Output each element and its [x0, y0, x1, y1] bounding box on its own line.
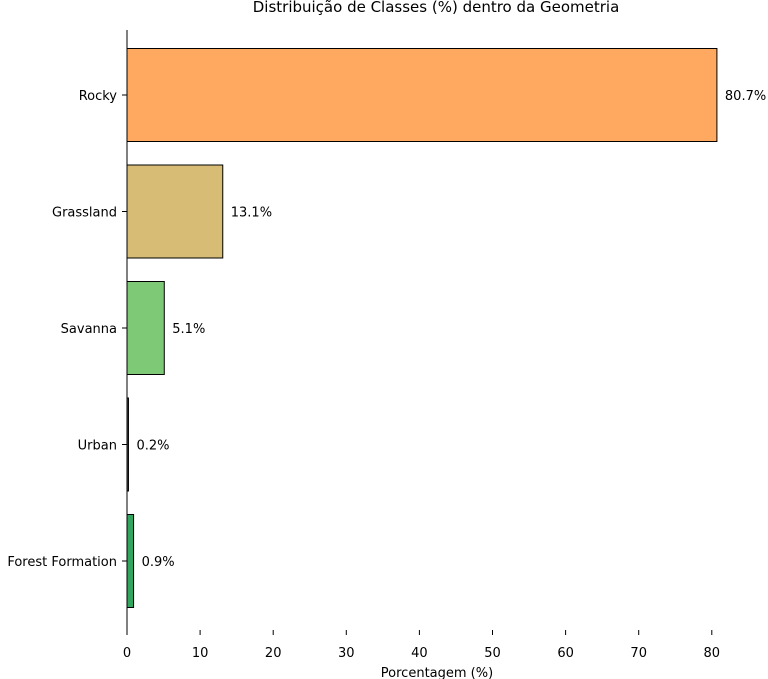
bar-forest-formation [126, 514, 135, 608]
x-tick-label: 80 [704, 646, 721, 661]
data-label: 5.1% [172, 322, 205, 337]
x-tick-label: 0 [123, 646, 131, 661]
data-label: 0.9% [142, 555, 175, 570]
x-tick-label: 20 [265, 646, 282, 661]
x-tick-label: 50 [484, 646, 501, 661]
data-label: 0.2% [136, 439, 169, 454]
data-label: 80.7% [725, 89, 766, 104]
y-tick-label: Forest Formation [7, 555, 117, 570]
chart-title: Distribuição de Classes (%) dentro da Ge… [253, 0, 620, 16]
bar-grassland [126, 164, 224, 259]
x-tick-label: 40 [411, 646, 428, 661]
y-tick-label: Rocky [79, 89, 118, 104]
bars-group: 80.7% Rocky 13.1% Grassland 5.1% Savanna 0.2% U… [7, 48, 766, 608]
y-tick-label: Urban [78, 439, 117, 454]
x-axis: 0 10 20 30 40 50 60 70 80 [123, 630, 720, 661]
data-label: 13.1% [231, 206, 272, 221]
bar-savanna [126, 281, 165, 375]
y-tick-label: Savanna [61, 322, 117, 337]
x-tick-label: 60 [557, 646, 574, 661]
y-tick-label: Grassland [52, 206, 117, 221]
x-tick-label: 30 [338, 646, 355, 661]
x-tick-label: 10 [192, 646, 209, 661]
x-axis-label: Porcentagem (%) [381, 666, 493, 679]
x-tick-label: 70 [630, 646, 647, 661]
bar-rocky [126, 48, 718, 142]
